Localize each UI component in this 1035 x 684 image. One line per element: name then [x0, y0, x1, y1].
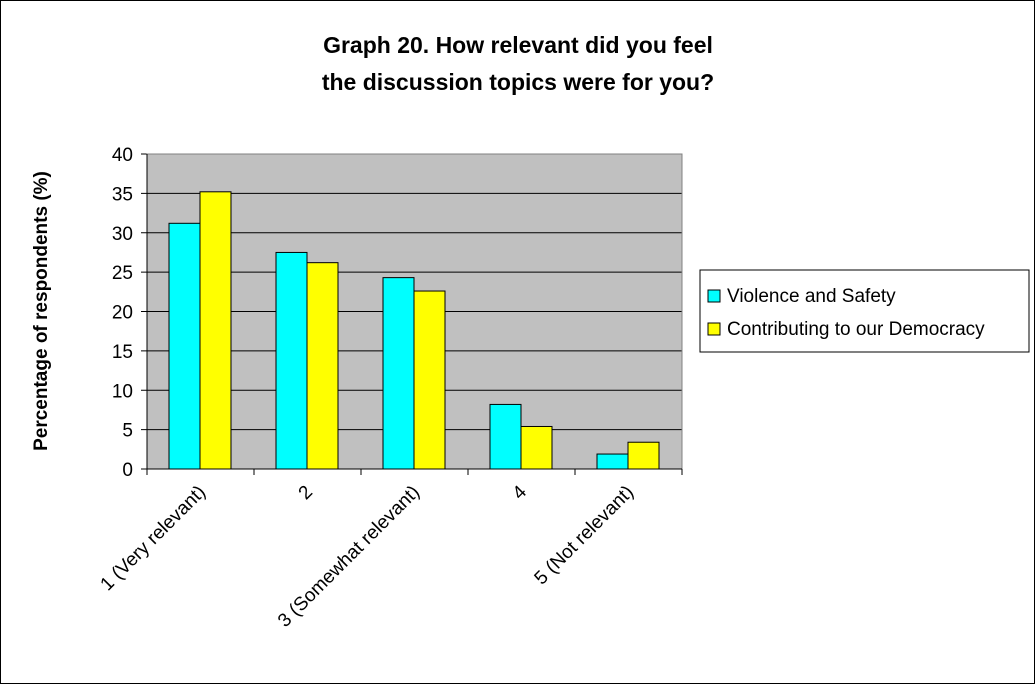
y-tick-label: 25	[112, 263, 133, 284]
y-tick-label: 5	[122, 421, 133, 442]
bar	[489, 403, 522, 470]
bar	[520, 425, 553, 470]
x-tick-label: 2	[295, 482, 317, 504]
y-tick-label: 40	[112, 145, 133, 166]
legend-box	[699, 269, 1030, 353]
y-tick-label: 10	[112, 381, 133, 402]
bar	[275, 251, 308, 470]
chart-title-line-2: the discussion topics were for you?	[322, 69, 714, 95]
bar	[413, 290, 446, 470]
legend-swatch	[707, 322, 721, 336]
legend: Violence and Safety Contributing to our D…	[699, 269, 1030, 353]
bar	[627, 441, 660, 470]
y-tick-label: 15	[112, 342, 133, 363]
x-tick-label: 3 (Somewhat relevant)	[274, 482, 424, 632]
bar	[199, 191, 232, 470]
bar	[596, 453, 629, 470]
y-tick-label: 20	[112, 303, 133, 324]
legend-swatch	[707, 289, 721, 303]
legend-label: Contributing to our Democracy	[727, 319, 985, 340]
y-tick-label: 30	[112, 224, 133, 245]
x-tick-label: 4	[509, 481, 532, 504]
bar	[382, 277, 415, 470]
legend-label: Violence and Safety	[727, 286, 896, 307]
y-tick-label: 0	[122, 460, 133, 481]
plot-area: 0 5 10 15 20 25 30 35 40 1 (Very relevant) 23 (Som…	[97, 145, 683, 632]
bar	[306, 262, 339, 470]
x-tick-label: 5 (Not relevant)	[531, 482, 638, 589]
y-axis-label: Percentage of respondents (%)	[31, 171, 52, 451]
bar	[168, 222, 201, 470]
chart-title-line-1: Graph 20. How relevant did you feel	[323, 32, 713, 58]
x-tick-label: 1 (Very relevant)	[97, 482, 210, 595]
y-tick-label: 35	[112, 184, 133, 205]
